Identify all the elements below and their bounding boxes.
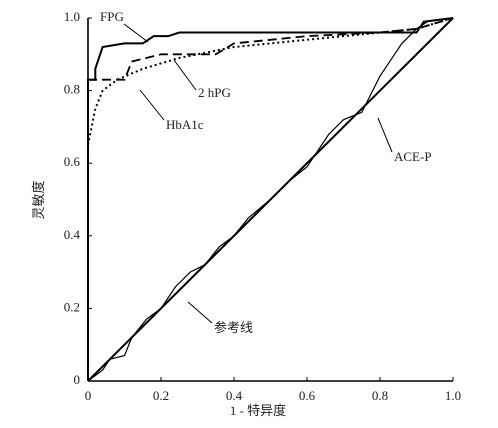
x-tick-label: 0.4 bbox=[226, 388, 243, 403]
leader-line bbox=[123, 23, 149, 43]
y-tick-label: 0 bbox=[74, 372, 81, 387]
roc-curve bbox=[87, 17, 454, 381]
x-tick-label: 0 bbox=[85, 388, 92, 403]
curve-label: ACE-P bbox=[394, 149, 432, 164]
x-tick-label: 0.2 bbox=[153, 388, 169, 403]
y-tick-label: 1.0 bbox=[64, 9, 80, 24]
y-tick-label: 0.8 bbox=[64, 82, 80, 97]
curve-label: HbA1c bbox=[166, 117, 204, 132]
x-axis-label: 1 - 特异度 bbox=[230, 403, 286, 418]
y-tick-label: 0.4 bbox=[64, 227, 81, 242]
y-axis-label: 灵敏度 bbox=[31, 180, 46, 219]
y-tick-label: 0.6 bbox=[64, 154, 81, 169]
x-tick-label: 0.6 bbox=[299, 388, 316, 403]
curve-label: 2 hPG bbox=[198, 85, 231, 100]
x-tick-label: 0.8 bbox=[372, 388, 388, 403]
roc-curve bbox=[87, 17, 454, 146]
leader-line bbox=[377, 117, 393, 153]
curve-label: 参考线 bbox=[214, 320, 253, 335]
roc-curve bbox=[87, 17, 454, 382]
y-tick-label: 0.2 bbox=[64, 299, 80, 314]
leader-line bbox=[173, 59, 197, 91]
leader-line bbox=[139, 89, 165, 121]
leader-line bbox=[187, 301, 213, 324]
curve-label: FPG bbox=[100, 9, 124, 24]
x-tick-label: 1.0 bbox=[445, 388, 461, 403]
